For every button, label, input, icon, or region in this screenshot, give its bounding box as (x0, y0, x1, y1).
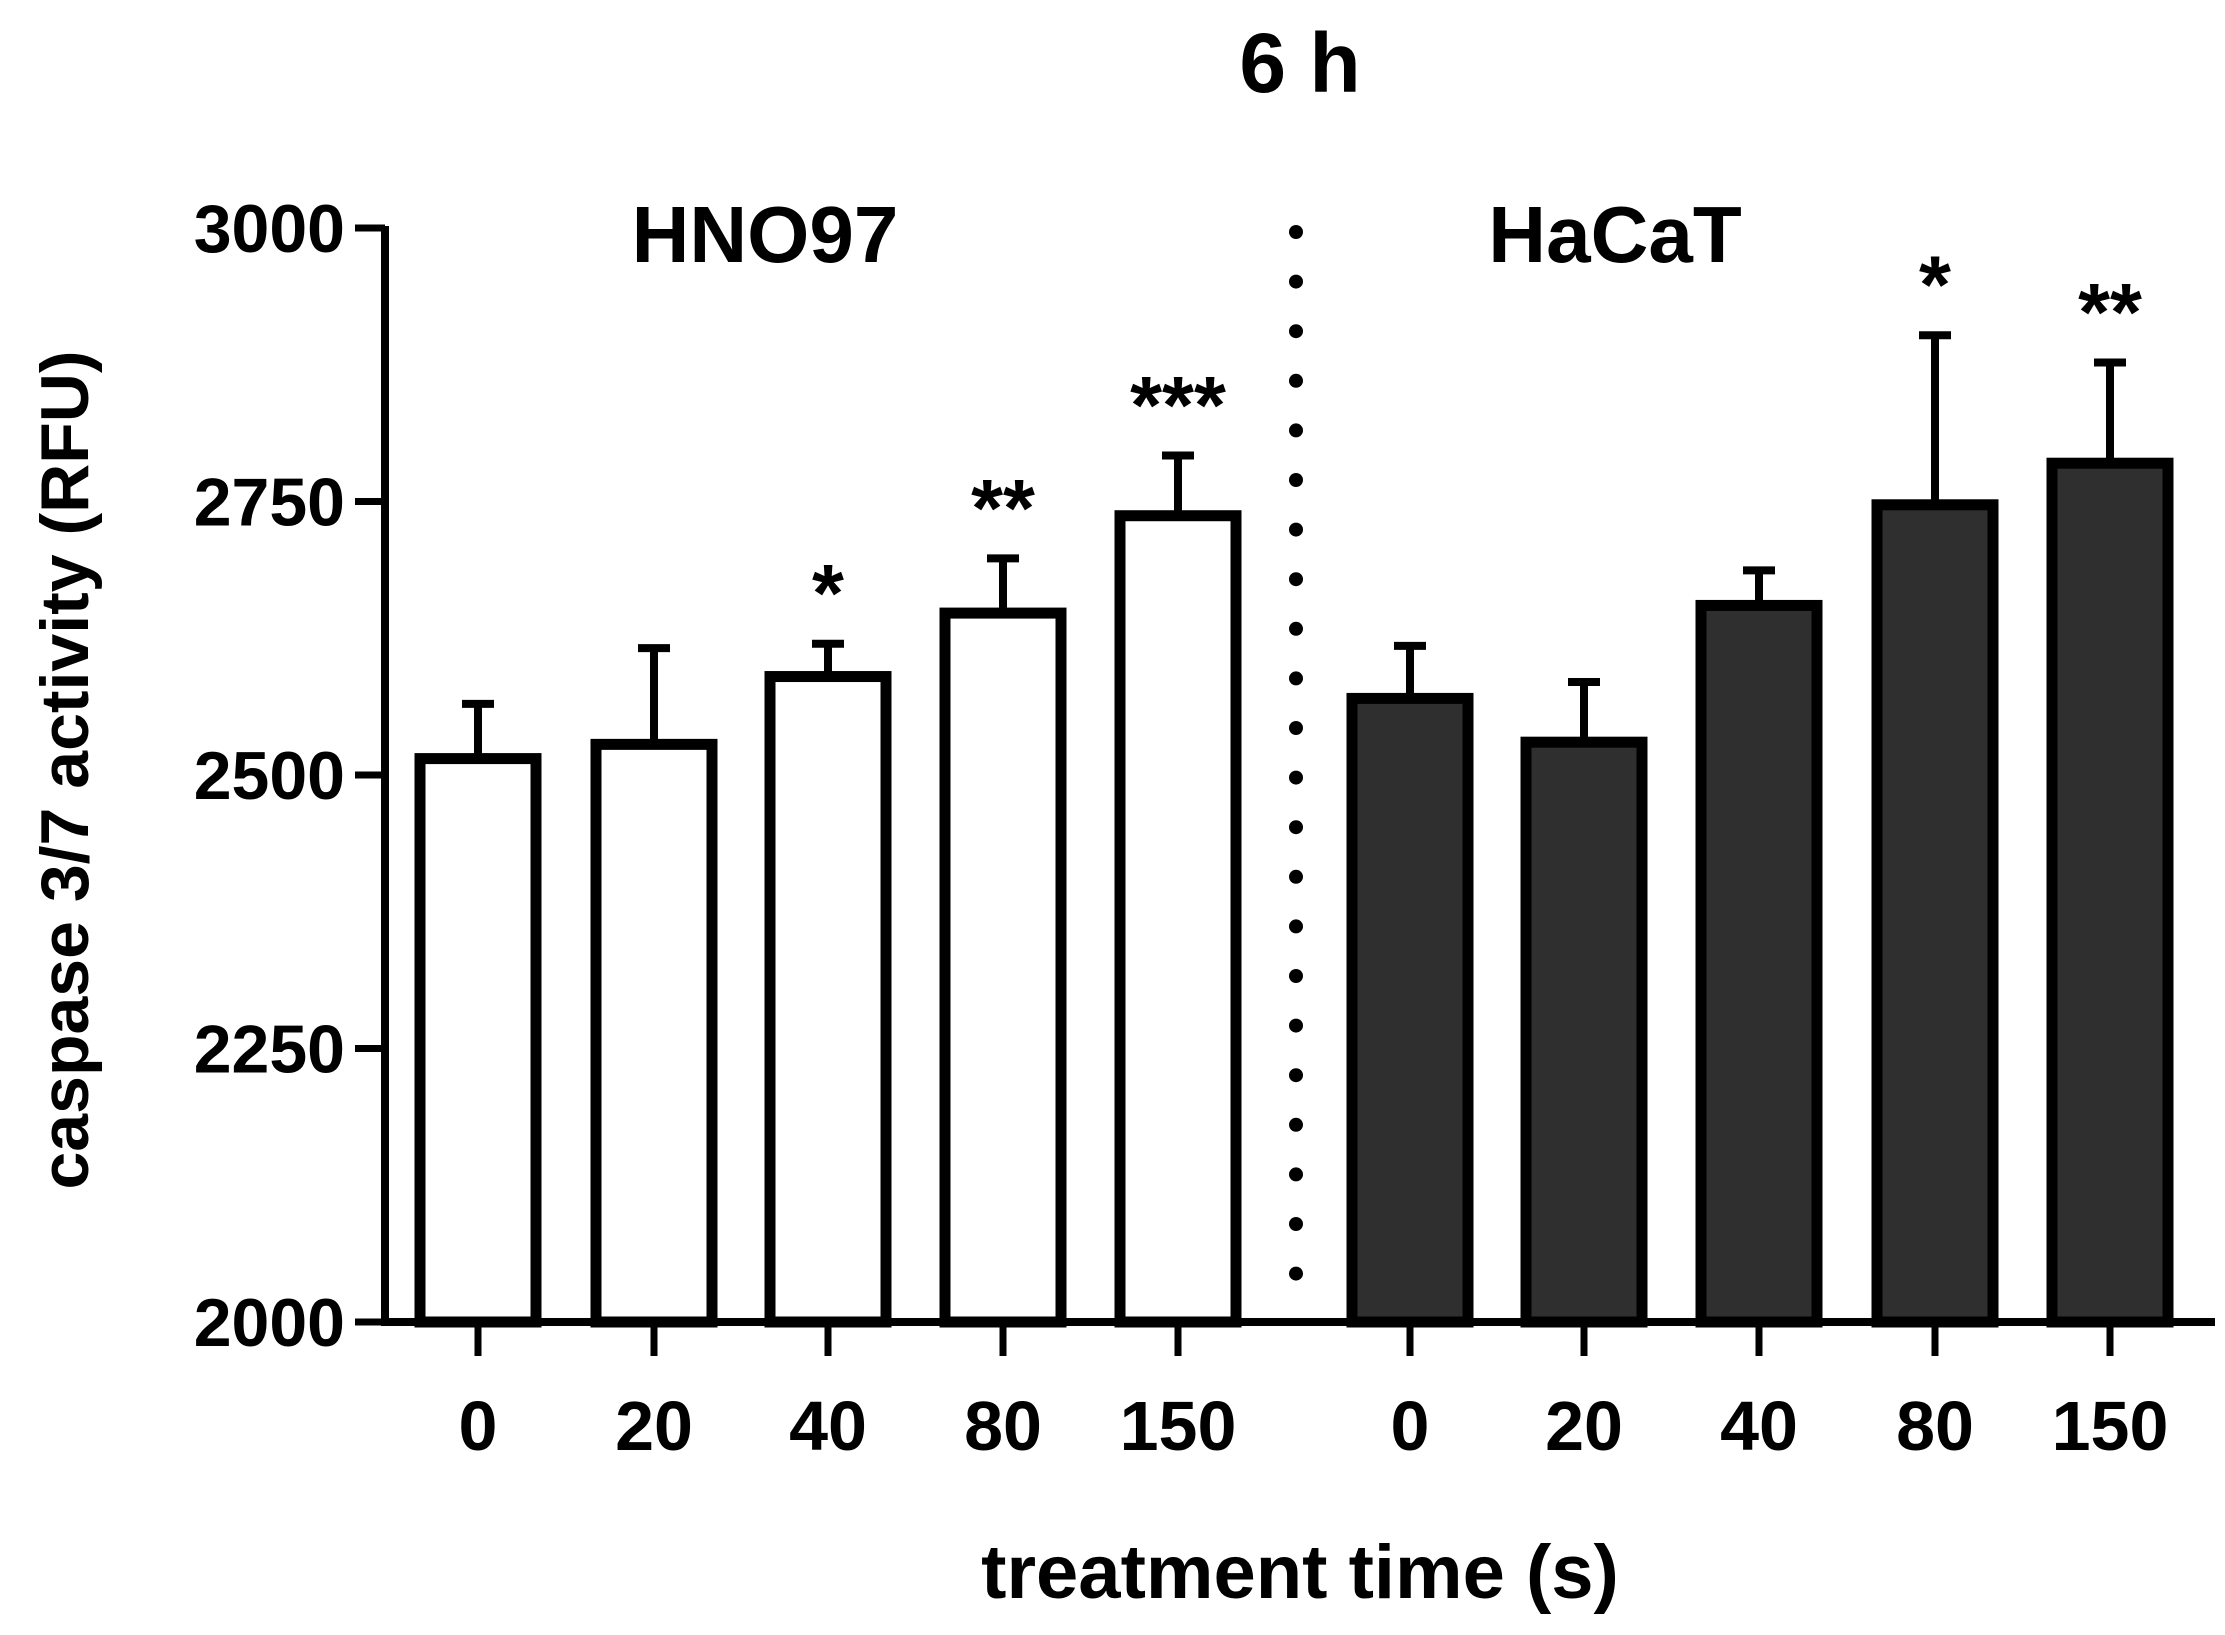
x-tick-label: 20 (1545, 1387, 1623, 1465)
x-tick-label: 150 (2052, 1387, 2169, 1465)
y-axis-label: caspase 3/7 activity (RFU) (27, 350, 103, 1189)
group-divider-dot (1289, 969, 1303, 983)
significance-marker: * (1919, 240, 1951, 331)
group-label-hacat: HaCaT (1488, 190, 1742, 279)
group-divider-dot (1289, 522, 1303, 537)
group-divider-dot (1289, 869, 1303, 884)
group-divider-dot (1289, 1068, 1303, 1083)
x-tick-label: 80 (1896, 1387, 1974, 1465)
bar-hacat-40 (1695, 599, 1823, 1328)
group-divider-dot (1289, 274, 1303, 289)
group-divider-dot (1289, 1018, 1303, 1033)
significance-marker: ** (2078, 268, 2142, 359)
y-tick-label: 2000 (194, 1285, 345, 1361)
significance-marker: * (812, 549, 844, 640)
bar-hno97-20 (590, 738, 718, 1328)
x-tick-label: 150 (1120, 1387, 1237, 1465)
bar-hacat-0 (1346, 692, 1474, 1328)
group-divider-dot (1289, 423, 1303, 438)
bar-hno97-80 (939, 607, 1067, 1328)
group-divider-dot (1289, 473, 1303, 487)
significance-marker: ** (971, 463, 1035, 554)
bars: HNO97 0 20 * 40 ** 80 *** 150 HaCaT 0 20 40 * 80 ** 150 (414, 190, 2174, 1465)
group-divider-dot (1289, 820, 1303, 835)
group-divider-dot (1289, 721, 1303, 735)
x-axis-label: treatment time (s) (981, 1530, 1619, 1615)
bar-hno97-40 (764, 671, 892, 1328)
bar-hno97-150 (1114, 510, 1242, 1328)
x-tick-label: 0 (1391, 1387, 1430, 1465)
group-divider-dot (1289, 324, 1303, 339)
x-tick-label: 0 (459, 1387, 498, 1465)
group-divider-dot (1289, 572, 1303, 587)
bar-hacat-20 (1520, 736, 1648, 1328)
y-tick-label: 2500 (194, 738, 345, 814)
group-divider-dot (1289, 225, 1303, 239)
group-divider-dot (1289, 770, 1303, 785)
bar-hacat-150 (2046, 457, 2174, 1328)
group-divider-dot (1289, 621, 1303, 636)
group-divider-dot (1289, 1266, 1303, 1281)
bar-hno97-0 (414, 753, 542, 1328)
y-tick-label: 2250 (194, 1012, 345, 1088)
x-tick-label: 40 (789, 1387, 867, 1465)
bar-hacat-80 (1871, 499, 1999, 1328)
group-divider-dot (1289, 671, 1303, 686)
significance-marker: *** (1130, 361, 1226, 452)
y-tick-label: 2750 (194, 465, 345, 541)
group-divider-dot (1289, 1217, 1303, 1231)
chart-title: 6 h (1239, 16, 1360, 110)
group-divider-dot (1289, 919, 1303, 934)
group-divider-dot (1289, 1117, 1303, 1132)
x-tick-label: 40 (1720, 1387, 1798, 1465)
group-label-hno97: HNO97 (632, 190, 899, 279)
group-divider-dot (1289, 1167, 1303, 1182)
y-tick-label: 3000 (194, 191, 345, 267)
x-tick-label: 80 (964, 1387, 1042, 1465)
x-tick-label: 20 (615, 1387, 693, 1465)
group-divider-dot (1289, 373, 1303, 388)
